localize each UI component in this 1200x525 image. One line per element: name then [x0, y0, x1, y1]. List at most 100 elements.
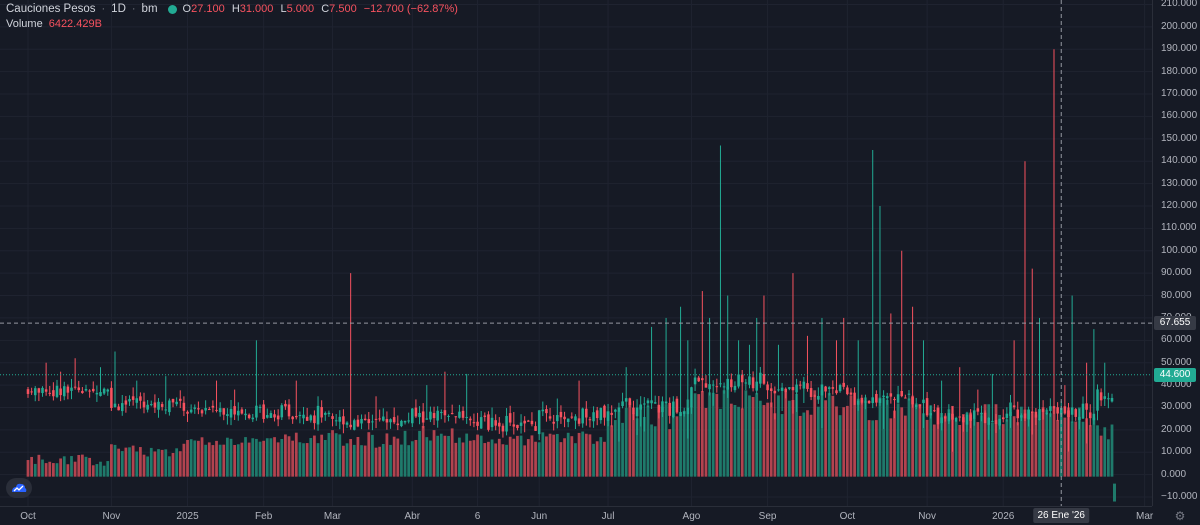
candle-body: [62, 386, 66, 397]
candle-body: [52, 390, 55, 397]
volume-bar: [911, 395, 914, 477]
price-tick-label: 100.000: [1161, 244, 1198, 256]
candle-body: [585, 408, 588, 418]
tradingview-logo-icon[interactable]: [6, 478, 32, 498]
volume-bar: [331, 430, 334, 477]
volume-bar: [497, 438, 501, 477]
candle-body: [84, 388, 88, 391]
candle-body: [135, 398, 139, 403]
volume-bar: [1085, 418, 1088, 477]
volume-bar: [769, 402, 773, 477]
time-axis[interactable]: Oct Nov 2025 Feb Mar Abr 6 Jun Jul Ago Sep Oct Nov 20…: [0, 506, 1153, 525]
volume-bar: [922, 413, 925, 477]
volume-bar: [305, 443, 309, 477]
volume-bar: [773, 413, 777, 477]
candle-body: [1103, 396, 1107, 399]
volume-bar: [215, 440, 218, 477]
candle-body: [643, 403, 646, 405]
candle-body: [621, 401, 624, 407]
volume-bar: [954, 421, 958, 477]
candle-body: [59, 388, 62, 396]
volume-bar: [197, 440, 200, 477]
volume-bar: [936, 407, 940, 477]
price-chart[interactable]: [0, 0, 1152, 506]
volume-bar: [664, 404, 668, 477]
volume-bar: [1038, 419, 1041, 477]
volume-bar: [679, 413, 682, 477]
candle-body: [682, 411, 686, 414]
gear-icon[interactable]: ⚙: [1174, 509, 1186, 523]
price-tick-label: 130.000: [1161, 177, 1198, 189]
candle-body: [425, 418, 429, 420]
candle-body: [987, 417, 991, 425]
volume-bar: [867, 420, 871, 477]
volume-bar: [204, 444, 208, 477]
candle-body: [943, 416, 947, 419]
volume-bar: [381, 443, 385, 477]
candle-body: [73, 386, 77, 388]
candle-body: [284, 403, 287, 407]
candle-body: [70, 387, 73, 391]
price-axis[interactable]: 210.000 200.000 190.000 180.000 170.000 160.0…: [1152, 0, 1200, 506]
candle-body: [178, 398, 182, 401]
volume-bar: [791, 400, 795, 477]
volume-bar: [657, 406, 661, 477]
candle-body: [788, 387, 791, 389]
candle-body: [693, 377, 697, 385]
candle-body: [400, 420, 403, 427]
volume-bar: [972, 418, 976, 477]
market-status-icon[interactable]: [167, 4, 177, 14]
candle-body: [367, 419, 371, 424]
volume-bar: [378, 446, 382, 477]
volume-bar: [548, 433, 552, 477]
candle-body: [784, 388, 787, 393]
symbol-name[interactable]: Cauciones Pesos: [6, 3, 96, 15]
volume-bar: [900, 407, 904, 477]
candle-body: [998, 418, 1001, 426]
volume-bar: [889, 418, 893, 477]
volume-label[interactable]: Volume: [6, 18, 43, 30]
volume-value: 6422.429B: [48, 18, 102, 30]
volume-bar: [1106, 439, 1110, 477]
price-tick-label: 30.000: [1161, 401, 1192, 413]
volume-bar: [581, 431, 585, 477]
volume-bar: [374, 447, 378, 477]
candle-body: [588, 419, 592, 421]
candle-body: [324, 413, 327, 415]
volume-bar: [1063, 417, 1067, 477]
candle-body: [556, 415, 559, 422]
volume-bar: [52, 463, 55, 477]
volume-bar: [613, 420, 617, 477]
volume-bar: [458, 437, 461, 477]
volume-bar: [37, 454, 41, 477]
candle-body: [436, 410, 439, 421]
candle-body: [1041, 408, 1045, 412]
volume-bar: [392, 436, 396, 477]
volume-bar: [929, 405, 933, 477]
volume-bar: [505, 444, 508, 477]
candle-body: [548, 416, 552, 419]
candle-body: [940, 417, 943, 424]
candle-body: [991, 420, 994, 422]
candle-body: [295, 415, 298, 418]
volume-bar: [1012, 416, 1016, 477]
candle-body: [581, 408, 584, 424]
volume-bar: [642, 416, 646, 477]
volume-bar: [59, 458, 63, 477]
candle-body: [305, 416, 309, 421]
candle-body: [748, 376, 751, 385]
volume-bar: [349, 439, 353, 477]
candle-body: [237, 410, 240, 416]
time-tick-label: Abr: [404, 511, 421, 522]
volume-bar: [1096, 425, 1099, 477]
volume-bar: [795, 393, 798, 477]
volume-bar: [690, 406, 693, 477]
volume-bar: [816, 406, 820, 477]
source-label[interactable]: bm: [141, 3, 158, 15]
interval-label[interactable]: 1D: [111, 3, 126, 15]
volume-bar: [410, 441, 414, 477]
volume-bar: [73, 461, 77, 477]
volume-bar: [552, 434, 556, 477]
candle-body: [1078, 416, 1081, 421]
candle-body: [483, 415, 487, 417]
